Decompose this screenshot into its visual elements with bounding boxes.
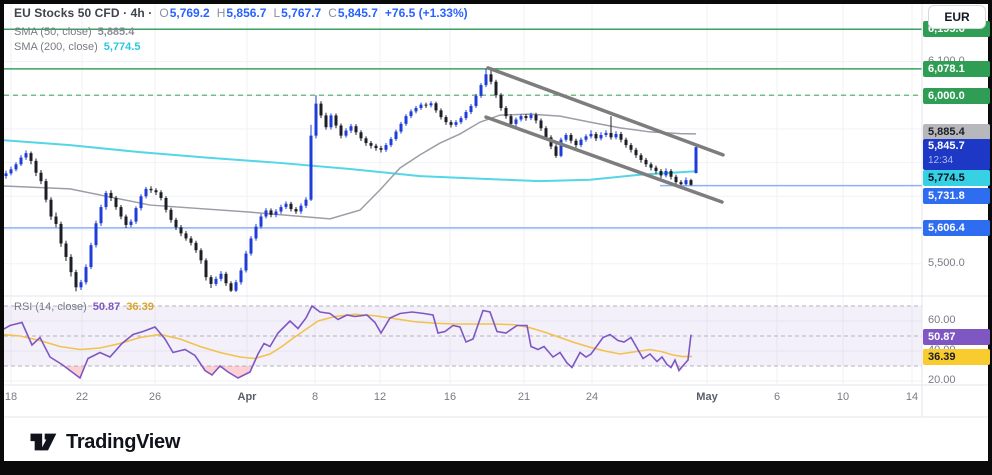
rsi-excursion	[202, 366, 220, 375]
legend-sma200-value: 5,774.5	[103, 41, 141, 53]
ohlc-l: L5,767.7	[273, 6, 322, 20]
legend-sma50-value: 5,885.4	[97, 26, 135, 38]
legend-sma50-label: SMA (50, close)	[14, 26, 92, 38]
ohlc-o: O5,769.2	[159, 6, 210, 20]
price-label-50.87: 50.87	[923, 329, 990, 345]
time-tick-Apr: Apr	[237, 391, 257, 403]
price-label-5,606.4: 5,606.4	[923, 220, 990, 236]
ohlc-h: H5,856.7	[216, 6, 267, 20]
time-tick-6: 6	[773, 391, 781, 403]
price-level-lines[interactable]	[4, 28, 922, 229]
time-tick-14: 14	[905, 391, 919, 403]
legend-rsi-label: RSI (14, close)	[14, 301, 87, 313]
legend-rsi-value: 50.87	[92, 301, 121, 313]
price-label-36.39: 36.39	[923, 349, 990, 365]
time-tick-16: 16	[443, 391, 457, 403]
rsi-excursion	[220, 366, 253, 378]
tradingview-logo-icon	[30, 433, 57, 451]
legend-sma50[interactable]: SMA (50, close) 5,885.4	[14, 26, 134, 38]
tradingview-logo-text: TradingView	[66, 430, 181, 453]
time-tick-12: 12	[373, 391, 387, 403]
candlesticks[interactable]	[4, 67, 698, 293]
time-tick-22: 22	[75, 391, 89, 403]
tradingview-attribution[interactable]: TradingView	[28, 430, 180, 454]
time-tick-21: 21	[517, 391, 531, 403]
price-label-5,885.4: 5,885.4	[923, 124, 990, 140]
ohlc-readout: O5,769.2 H5,856.7 L5,767.7 C5,845.7	[159, 6, 378, 20]
legend-sma200-label: SMA (200, close)	[14, 41, 98, 53]
legend-rsi[interactable]: RSI (14, close) 50.87 36.39	[14, 301, 154, 313]
price-label-6,000.0: 6,000.0	[923, 87, 990, 104]
sma200-line	[4, 139, 697, 183]
price-label-6,078.1: 6,078.1	[923, 61, 990, 77]
time-tick-10: 10	[836, 391, 850, 403]
time-tick-18: 18	[4, 391, 18, 403]
legend-rsi-ma-value: 36.39	[126, 301, 154, 313]
current-price-label: 5,845.7 12:34	[923, 139, 990, 170]
sma50-line	[4, 113, 697, 220]
current-price-value: 5,845.7	[928, 140, 965, 152]
price-tick-20.00: 20.00	[928, 374, 956, 386]
time-tick-24: 24	[585, 391, 599, 403]
rsi-pane[interactable]	[2, 304, 922, 380]
symbol-title[interactable]: EU Stocks 50 CFD · 4h ·	[14, 6, 153, 20]
time-tick-8: 8	[311, 391, 319, 403]
time-tick-May: May	[696, 391, 718, 403]
currency-button[interactable]: EUR	[928, 5, 986, 29]
price-tick-5,500.0: 5,500.0	[928, 256, 965, 269]
ohlc-c: C5,845.7	[328, 6, 378, 20]
descending-channel[interactable]	[484, 66, 725, 204]
time-tick-26: 26	[148, 391, 162, 403]
change-readout: +76.5 (+1.33%)	[384, 6, 468, 20]
price-label-5,731.8: 5,731.8	[923, 188, 990, 204]
symbol-header: EU Stocks 50 CFD · 4h · O5,769.2 H5,856.7…	[14, 6, 468, 20]
bar-countdown: 12:34	[928, 155, 954, 166]
legend-sma200[interactable]: SMA (200, close) 5,774.5	[14, 41, 140, 53]
price-tick-60.00: 60.00	[928, 314, 956, 326]
pane-separators[interactable]	[4, 4, 988, 418]
moving-averages	[4, 113, 697, 220]
rsi-line	[4, 304, 692, 380]
price-label-5,774.5: 5,774.5	[923, 170, 990, 186]
